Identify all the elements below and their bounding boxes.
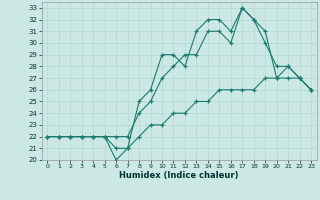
X-axis label: Humidex (Indice chaleur): Humidex (Indice chaleur) [119, 171, 239, 180]
